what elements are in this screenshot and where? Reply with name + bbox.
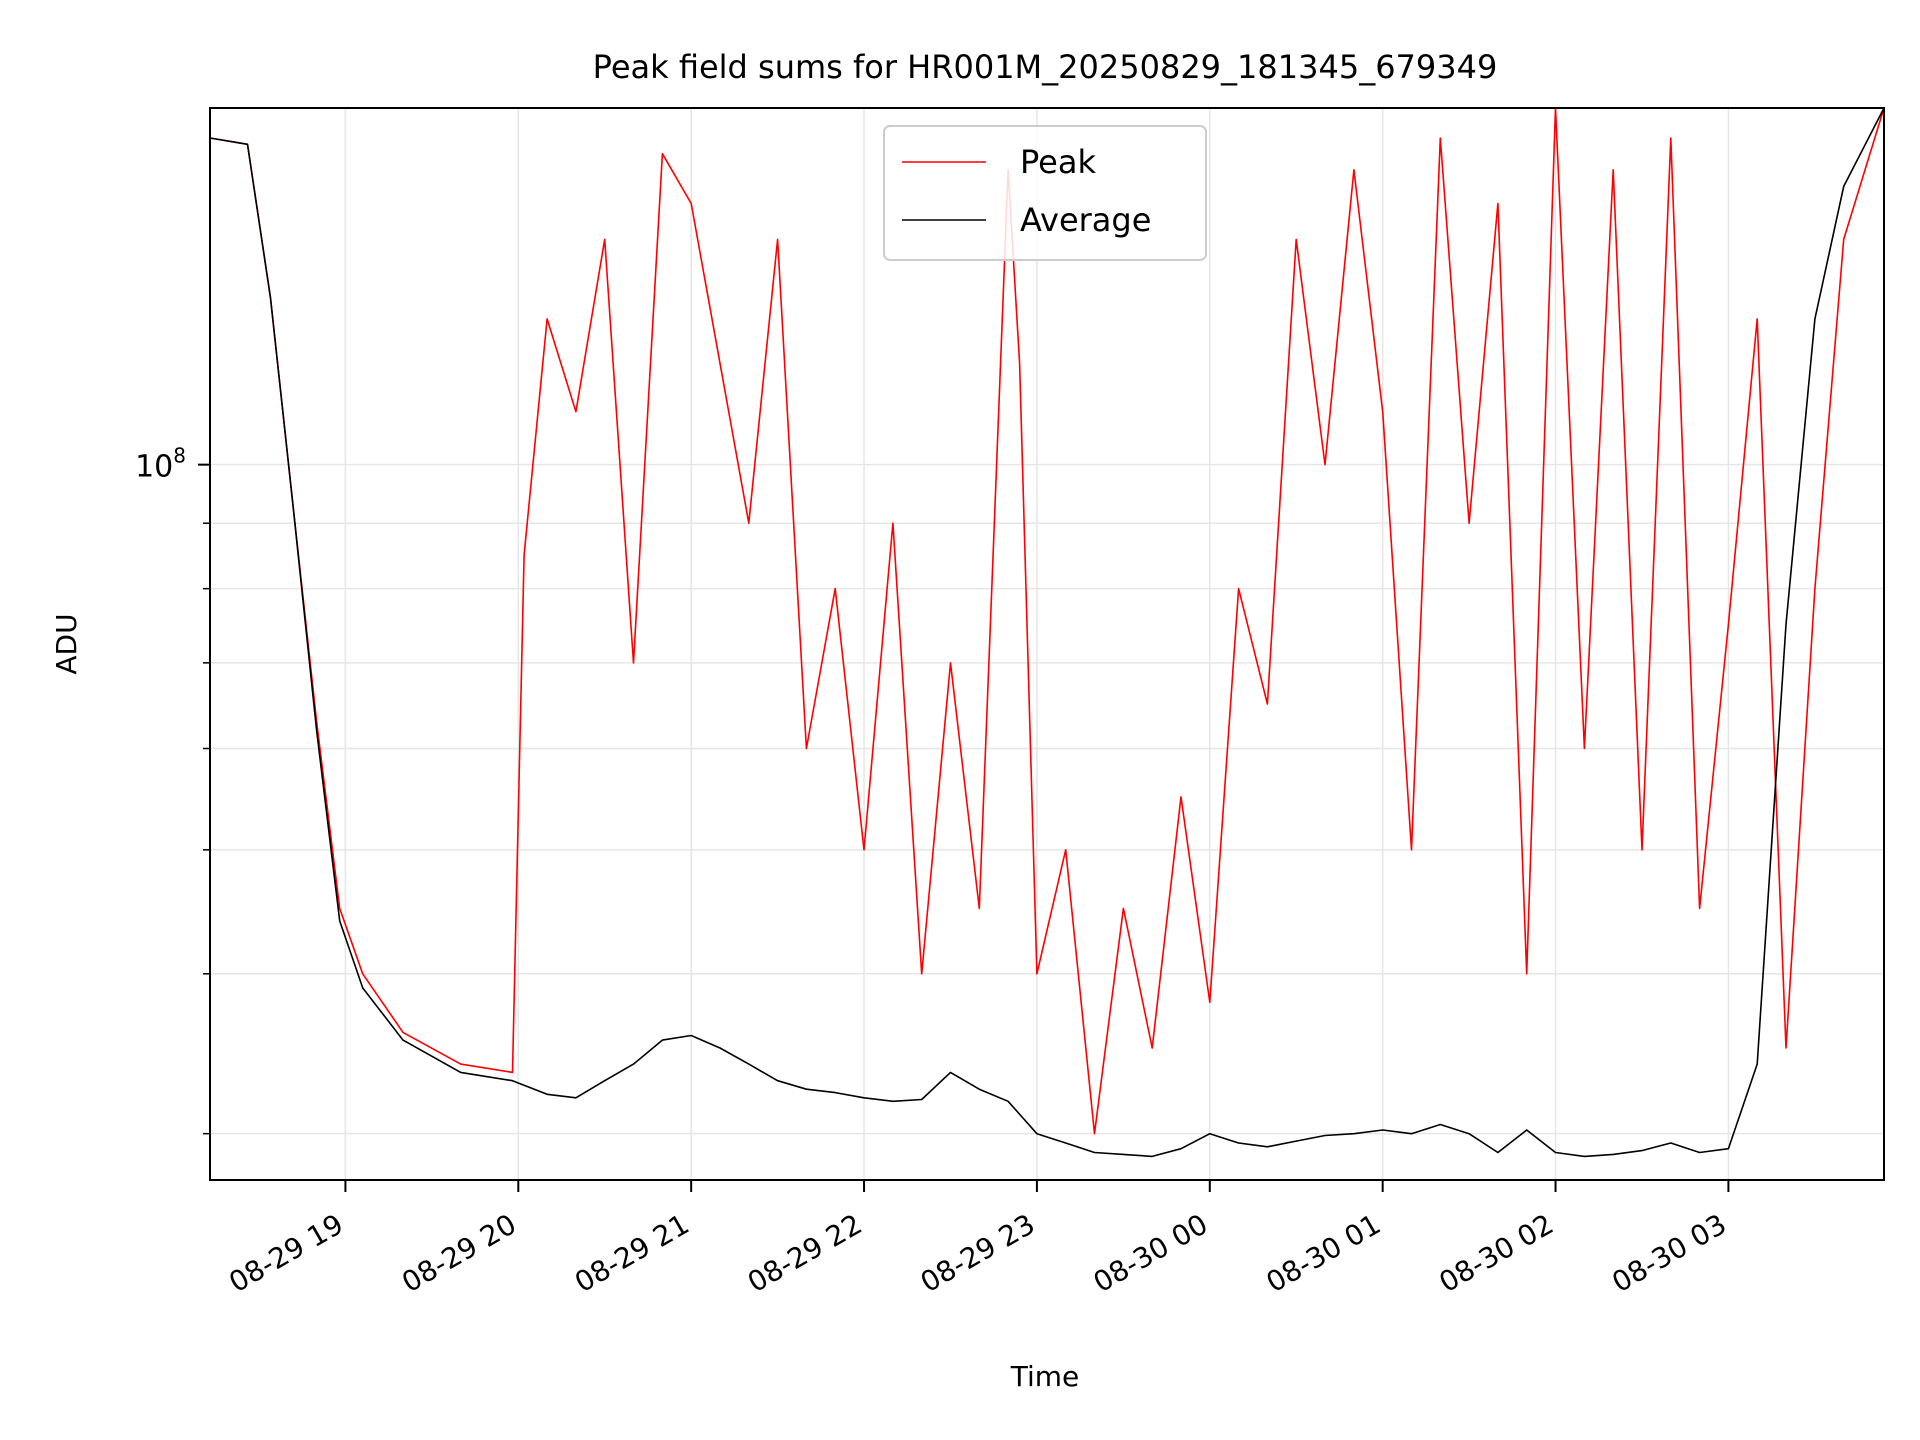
legend-peak-label: Peak (1020, 143, 1096, 181)
plot-frame (209, 107, 1885, 1181)
x-tick-label: 08-30 03 (1606, 1207, 1732, 1299)
y-axis-label: ADU (50, 613, 83, 674)
x-tick-label: 08-30 02 (1434, 1207, 1560, 1299)
x-tick-label: 08-29 20 (396, 1207, 522, 1299)
series-line-peak (210, 108, 1884, 1135)
series-layer (210, 108, 1884, 1158)
x-ticks: 08-29 19 08-29 20 08-29 21 08-29 22 08-29 23… (223, 1180, 1732, 1299)
series-line-average (210, 108, 1884, 1158)
y-ticks: 108 (135, 444, 210, 1135)
x-tick-label: 08-29 21 (569, 1207, 695, 1299)
x-tick-label: 08-30 01 (1261, 1207, 1387, 1299)
x-tick-label: 08-29 22 (742, 1207, 868, 1299)
x-axis-label: Time (1010, 1360, 1080, 1393)
legend-box (883, 125, 1207, 261)
x-tick-label: 08-29 19 (223, 1207, 349, 1299)
chart-title: Peak field sums for HR001M_20250829_1813… (593, 48, 1498, 86)
x-tick-label: 08-29 23 (915, 1207, 1041, 1299)
y-tick-label: 108 (135, 444, 186, 485)
legend-average-label: Average (1020, 201, 1151, 239)
legend: Peak Average (883, 125, 1207, 261)
x-tick-label: 08-30 00 (1088, 1207, 1214, 1299)
grid (210, 108, 1884, 1180)
